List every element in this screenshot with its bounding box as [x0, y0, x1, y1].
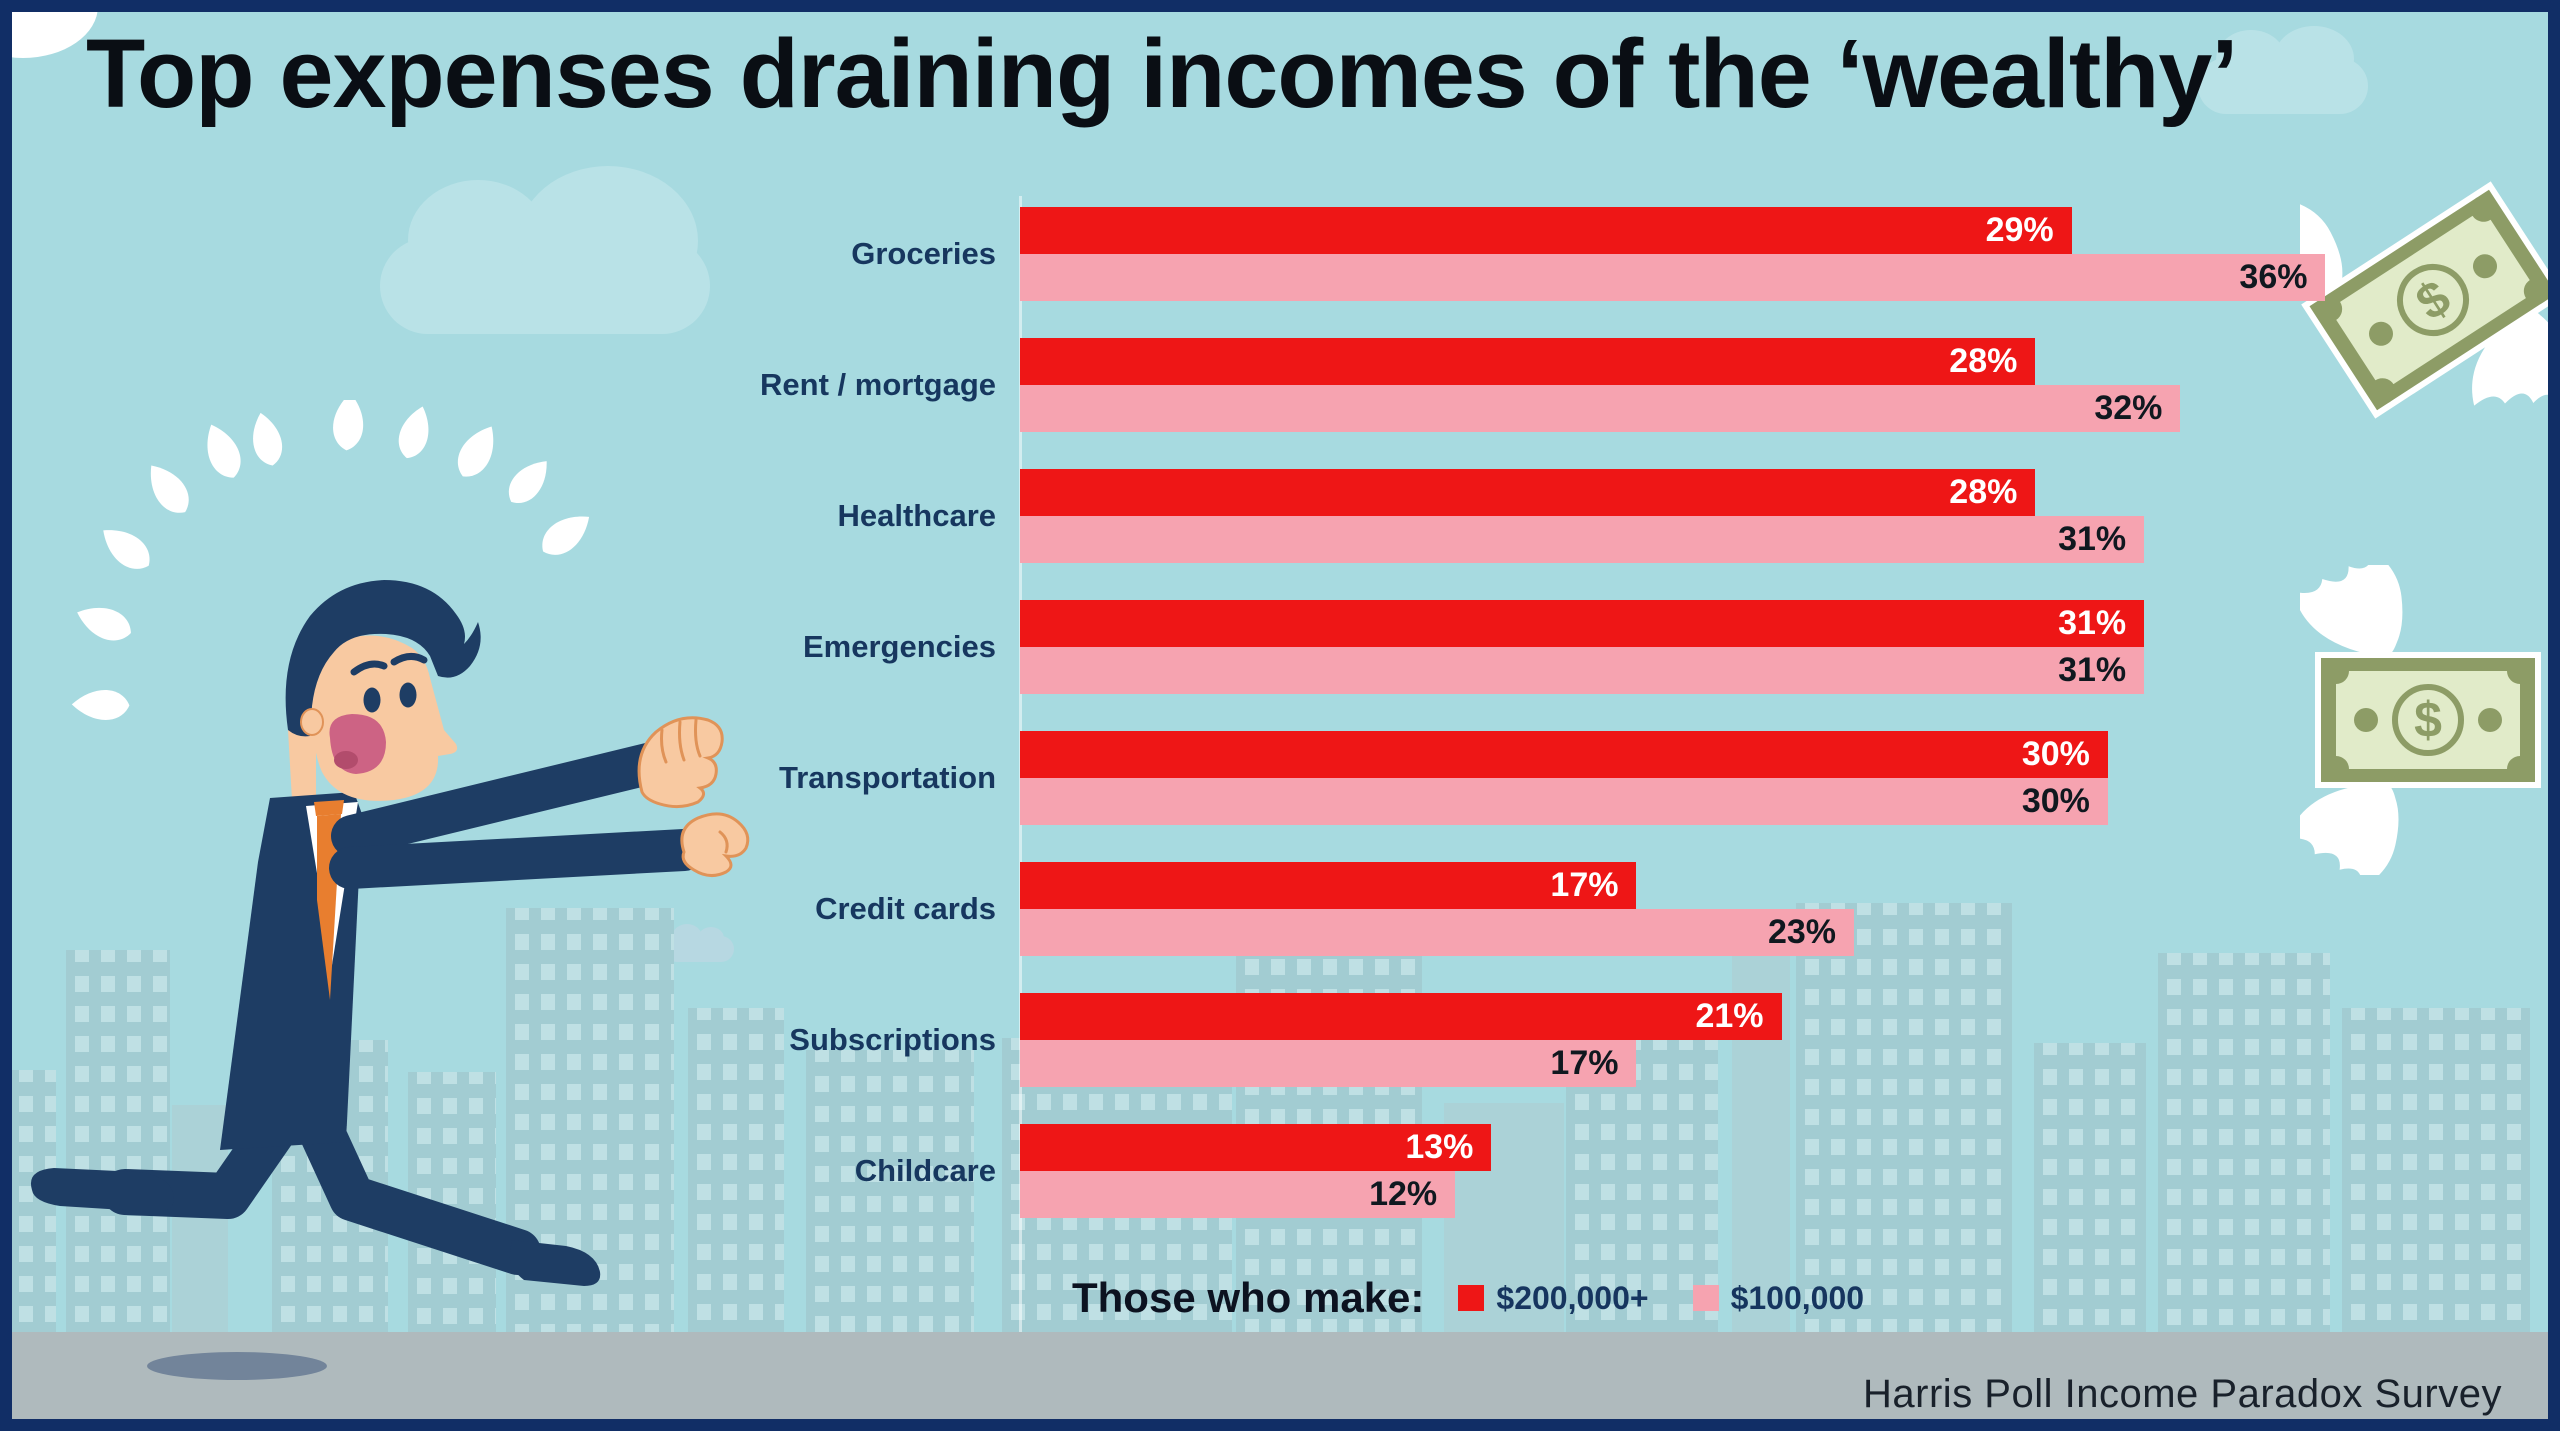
cloud-icon	[0, 0, 98, 58]
chart-row: Rent / mortgage 28% 32%	[760, 338, 2398, 432]
cloud-icon	[380, 166, 710, 334]
legend: Those who make: $200,000+ $100,000	[1072, 1272, 1908, 1324]
running-man-illustration	[30, 400, 750, 1286]
category-label: Subscriptions	[789, 1022, 996, 1057]
legend-label-100k: $100,000	[1730, 1279, 1865, 1316]
bar-100k: 36%	[1020, 254, 2326, 301]
legend-label-200k: $200,000+	[1496, 1279, 1649, 1316]
page-title: Top expenses draining incomes of the ‘we…	[86, 19, 2238, 128]
category-label: Childcare	[854, 1153, 996, 1188]
building	[10, 1070, 56, 1332]
value-label: 13%	[1405, 1128, 1474, 1166]
bar-200k-plus: 29%	[1020, 207, 2072, 254]
cloud-icon	[2198, 26, 2368, 114]
source-credit: Harris Poll Income Paradox Survey	[1863, 1372, 2502, 1416]
chart-row: Emergencies 31% 31%	[803, 600, 2398, 694]
building	[1236, 903, 1422, 1332]
bar-200k-plus: 13%	[1020, 1124, 1492, 1171]
chart-row: Groceries 29% 36%	[851, 207, 2398, 301]
category-label: Transportation	[778, 760, 996, 795]
category-label: Groceries	[851, 236, 996, 271]
building	[2342, 1008, 2530, 1332]
bar-rows: Groceries 29% 36% Rent / mortgage 28% 32% Heal…	[760, 207, 2398, 1255]
value-label: 12%	[1369, 1175, 1438, 1213]
building	[688, 1008, 784, 1332]
chart-row: Transportation 30% 30%	[779, 731, 2398, 825]
value-label: 31%	[2058, 604, 2127, 642]
value-label: 23%	[1767, 913, 1837, 951]
shadow-ellipse	[147, 1352, 327, 1380]
bar-200k-plus: 17%	[1020, 862, 1637, 909]
value-label: 36%	[2239, 258, 2308, 296]
bar-100k: 31%	[1020, 647, 2145, 694]
value-label: 31%	[2058, 520, 2127, 558]
value-label: 28%	[1949, 342, 2018, 380]
bar-100k: 17%	[1020, 1040, 1637, 1087]
value-label: 21%	[1695, 997, 1764, 1035]
building	[2034, 1043, 2146, 1332]
value-label: 17%	[1550, 1044, 1619, 1082]
ground	[0, 1332, 2560, 1431]
building	[1796, 903, 2012, 1332]
legend-title: Those who make:	[1072, 1274, 1425, 1321]
legend-swatch-100k	[1692, 1285, 1719, 1311]
bar-100k: 30%	[1020, 778, 2108, 825]
bar-200k-plus: 28%	[1020, 469, 2036, 516]
category-label: Emergencies	[803, 629, 996, 664]
chart-row: Childcare 13% 12%	[855, 1124, 2398, 1218]
bar-200k-plus: 30%	[1020, 731, 2108, 778]
value-label: 30%	[2021, 782, 2090, 820]
category-label: Credit cards	[815, 891, 996, 926]
building	[2158, 953, 2330, 1332]
bar-200k-plus: 28%	[1020, 338, 2036, 385]
cloud-icon	[664, 924, 734, 962]
chart-row: Healthcare 28% 31%	[837, 469, 2398, 563]
chart-row: Subscriptions 21% 17%	[789, 993, 2398, 1087]
bar-200k-plus: 31%	[1020, 600, 2145, 647]
building	[806, 1050, 974, 1332]
bar-100k: 31%	[1020, 516, 2145, 563]
value-label: 29%	[1985, 211, 2054, 249]
bar-100k: 12%	[1020, 1171, 1456, 1218]
building	[66, 950, 170, 1332]
value-label: 17%	[1550, 866, 1619, 904]
bar-100k: 32%	[1020, 385, 2181, 432]
value-label: 30%	[2021, 735, 2090, 773]
bar-100k: 23%	[1020, 909, 1855, 956]
value-label: 32%	[2094, 389, 2163, 427]
value-label: 28%	[1949, 473, 2018, 511]
bar-200k-plus: 21%	[1020, 993, 1782, 1040]
category-label: Rent / mortgage	[760, 367, 996, 402]
category-label: Healthcare	[837, 498, 996, 533]
value-label: 31%	[2058, 651, 2127, 689]
legend-swatch-200k	[1458, 1285, 1485, 1311]
chart-row: Credit cards 17% 23%	[815, 862, 2398, 956]
